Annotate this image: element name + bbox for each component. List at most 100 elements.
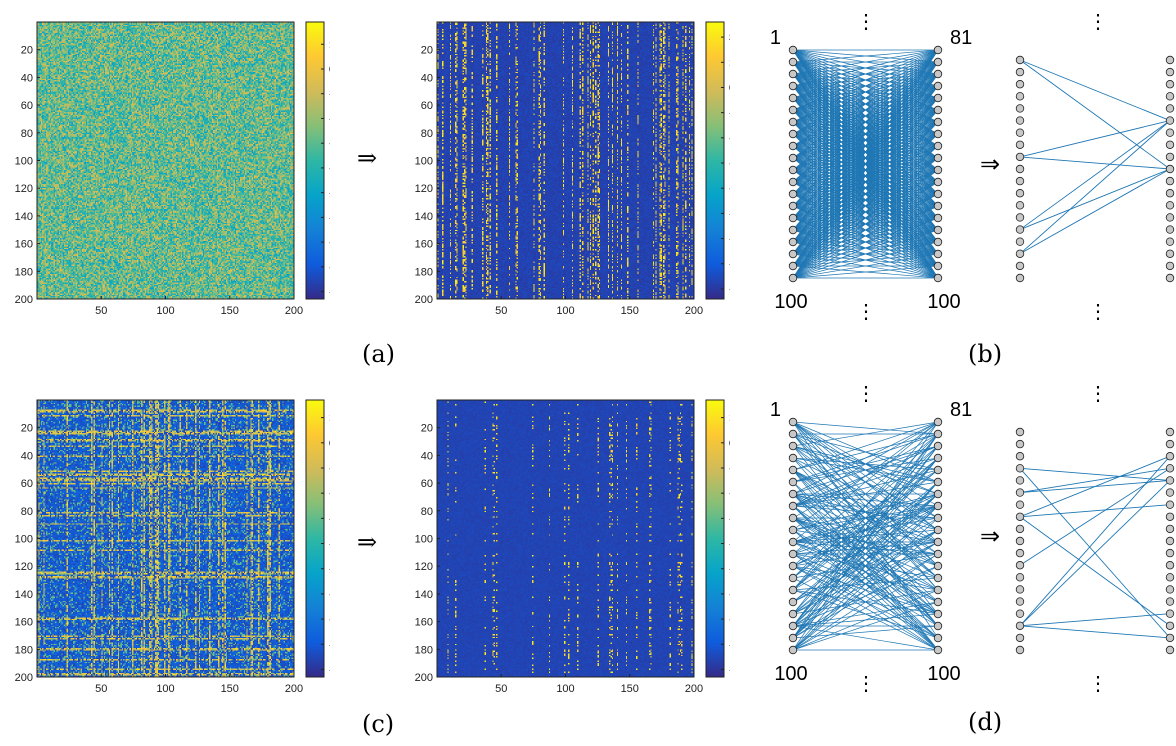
node	[933, 489, 943, 499]
colorbar-tick-label: -6	[329, 213, 330, 222]
colorbar-tick-label: -7	[729, 260, 730, 269]
node	[788, 57, 798, 67]
y-tick-label: 120	[15, 183, 33, 195]
edge	[792, 421, 939, 639]
node	[933, 441, 943, 451]
edge	[792, 49, 939, 75]
colorbar-tick-label: -1	[729, 464, 730, 473]
node	[788, 417, 798, 427]
node	[1015, 512, 1025, 521]
y-tick-label: 200	[415, 294, 433, 306]
colorbar-tick-label: -7	[329, 615, 330, 624]
node	[1015, 464, 1025, 473]
ellipsis-bottom: ⋮	[856, 301, 876, 323]
edge	[792, 97, 939, 279]
node	[1015, 92, 1025, 101]
node	[1165, 573, 1175, 582]
colorbar-tick-label: -9	[329, 665, 330, 674]
node	[933, 453, 943, 463]
colorbar-tick-label: -6	[729, 590, 730, 599]
node	[1165, 201, 1175, 210]
node	[1015, 176, 1025, 186]
edges-sparse	[1019, 455, 1171, 639]
colorbar-tick-label: 0	[729, 83, 730, 92]
node	[1165, 439, 1175, 449]
node	[933, 249, 943, 259]
node	[933, 237, 943, 247]
colorbar-tick-label: -5	[729, 209, 730, 218]
node	[1015, 597, 1025, 606]
y-tick-label: 100	[415, 156, 433, 168]
node	[1015, 452, 1025, 461]
edge	[792, 505, 939, 651]
edge	[1019, 467, 1171, 493]
colorbar-tick-label: -5	[729, 565, 730, 574]
edge	[1019, 59, 1171, 121]
edge	[792, 49, 939, 183]
edge	[792, 49, 939, 243]
node-label-top-right: 81	[950, 399, 972, 421]
colorbar-tick-label: -4	[729, 184, 730, 193]
edge	[1019, 168, 1171, 255]
edge	[792, 553, 939, 639]
edge	[792, 421, 939, 471]
y-tick-label: 20	[421, 423, 433, 435]
colorbar-tick-label: -2	[729, 134, 730, 143]
y-tick-label: 100	[15, 156, 33, 168]
edge	[792, 73, 939, 279]
edge	[792, 49, 939, 159]
edge	[792, 421, 939, 447]
node	[1165, 189, 1175, 198]
node	[1165, 452, 1175, 461]
edge	[792, 517, 939, 651]
edge	[792, 241, 939, 279]
colorbar-tick-label: -3	[729, 159, 730, 168]
edge	[792, 433, 939, 651]
edge	[1019, 120, 1171, 230]
node	[788, 573, 798, 583]
y-tick-label: 20	[21, 45, 33, 57]
x-tick-label: 100	[556, 305, 574, 317]
edge	[792, 421, 939, 435]
colorbar-tick-label: -1	[729, 109, 730, 118]
y-tick-label: 140	[415, 589, 433, 601]
y-tick-label: 120	[15, 561, 33, 573]
edge	[792, 445, 939, 627]
edge	[1019, 516, 1171, 627]
ellipsis-top-right: ⋮	[1088, 383, 1108, 405]
node	[933, 561, 943, 571]
node	[1015, 261, 1025, 271]
node	[1165, 140, 1175, 149]
node	[1165, 645, 1175, 655]
y-tick-label: 200	[415, 672, 433, 684]
node-label-top-right: 81	[950, 27, 972, 49]
node	[933, 129, 943, 139]
y-tick-label: 140	[415, 211, 433, 223]
edge	[792, 553, 939, 651]
edge	[1019, 625, 1171, 639]
node	[933, 525, 943, 535]
caption-a: (a)	[362, 340, 396, 368]
edges-full	[792, 421, 939, 651]
node	[933, 597, 943, 607]
colorbar-tick-label: -4	[329, 164, 330, 173]
y-tick-label: 40	[421, 72, 433, 84]
y-tick-label: 80	[421, 506, 433, 518]
node	[1165, 261, 1175, 271]
y-tick-label: 80	[21, 128, 33, 140]
y-tick-label: 140	[15, 589, 33, 601]
x-tick-label: 50	[495, 305, 507, 317]
node-label-bottom-right: 100	[927, 291, 960, 313]
heatmap-c-right-colorbar	[705, 399, 725, 678]
y-tick-label: 80	[21, 506, 33, 518]
edge	[792, 253, 939, 279]
y-tick-label: 160	[15, 617, 33, 629]
edge	[1019, 120, 1171, 158]
node	[1165, 152, 1175, 162]
node	[933, 105, 943, 115]
colorbar-tick-label: 0	[729, 439, 730, 448]
node	[1165, 213, 1175, 222]
y-tick-label: 20	[21, 423, 33, 435]
y-tick-label: 60	[21, 100, 33, 112]
colorbar-tick-label: -2	[329, 114, 330, 123]
